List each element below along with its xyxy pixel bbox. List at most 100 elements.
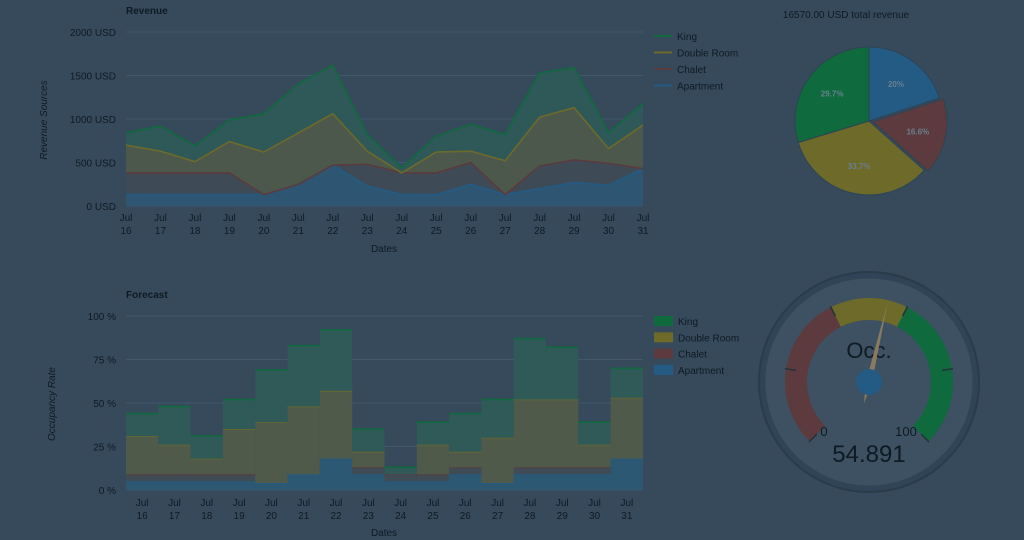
forecast-bar-king[interactable] <box>546 347 579 400</box>
legend-label-king[interactable]: King <box>678 317 698 328</box>
revenue-line-apartment <box>126 164 644 196</box>
forecast-bar-double-room[interactable] <box>222 429 256 475</box>
pie-slice-double-room[interactable] <box>797 120 925 196</box>
legend-swatch-king[interactable] <box>654 316 673 326</box>
forecast-y-tick-label: 25 % <box>93 443 116 454</box>
forecast-bar-chalet[interactable] <box>384 474 417 482</box>
legend-swatch-double-room[interactable] <box>654 332 673 343</box>
forecast-bar-apartment[interactable] <box>416 481 450 490</box>
forecast-bar-king[interactable] <box>481 399 514 438</box>
forecast-bar-king[interactable] <box>158 406 191 445</box>
revenue-x-tick-day: 21 <box>293 226 305 237</box>
forecast-x-tick-month: Jul <box>620 498 633 509</box>
forecast-bar-king[interactable] <box>352 429 385 452</box>
revenue-pie-chart: 16570.00 USD total revenue 20% 16.6% 33.7%… <box>783 10 948 196</box>
forecast-bar-double-room[interactable] <box>610 397 643 459</box>
forecast-bar-double-room[interactable] <box>126 436 159 475</box>
forecast-bar-king[interactable] <box>190 436 223 459</box>
pie-slice-king[interactable] <box>794 46 870 144</box>
forecast-bar-apartment[interactable] <box>546 474 579 490</box>
forecast-bar-king[interactable] <box>513 338 547 400</box>
forecast-bar-apartment[interactable] <box>449 474 482 490</box>
forecast-bar-apartment[interactable] <box>610 458 643 490</box>
forecast-bar-chalet[interactable] <box>449 467 482 475</box>
legend-label-chalet[interactable]: Chalet <box>678 350 707 361</box>
gauge-tick <box>901 305 909 317</box>
revenue-x-tick-month: Jul <box>602 213 615 224</box>
forecast-bar-king[interactable] <box>222 399 256 430</box>
forecast-x-tick-month: Jul <box>427 498 440 509</box>
revenue-x-tick-day: 24 <box>396 226 408 237</box>
forecast-bar-chalet[interactable] <box>190 474 223 482</box>
forecast-bar-apartment[interactable] <box>190 481 223 490</box>
forecast-bar-double-room[interactable] <box>546 399 579 468</box>
forecast-bar-king[interactable] <box>416 422 450 445</box>
forecast-x-tick-month: Jul <box>233 498 246 509</box>
forecast-bar-double-room[interactable] <box>190 458 223 475</box>
forecast-bar-apartment[interactable] <box>384 481 417 490</box>
forecast-x-tick-month: Jul <box>297 498 310 509</box>
forecast-bar-chalet[interactable] <box>352 467 385 475</box>
forecast-bar-apartment[interactable] <box>481 483 514 490</box>
pie-slice-apartment[interactable] <box>868 46 941 122</box>
legend-label-double-room[interactable]: Double Room <box>677 49 738 60</box>
forecast-bar-double-room[interactable] <box>449 451 482 468</box>
forecast-bar-apartment[interactable] <box>126 481 159 490</box>
revenue-x-tick-month: Jul <box>154 213 167 224</box>
forecast-bar-double-room[interactable] <box>416 444 450 475</box>
forecast-bar-apartment[interactable] <box>319 458 353 490</box>
forecast-bar-chalet[interactable] <box>416 474 450 482</box>
legend-label-apartment[interactable]: Apartment <box>677 82 723 93</box>
forecast-bar-double-room[interactable] <box>513 399 547 468</box>
forecast-bar-chalet[interactable] <box>222 474 256 482</box>
forecast-x-tick-month: Jul <box>459 498 472 509</box>
revenue-area-chalet <box>126 159 643 195</box>
forecast-bar-chalet[interactable] <box>126 474 159 482</box>
legend-label-king[interactable]: King <box>677 32 697 43</box>
legend-label-chalet[interactable]: Chalet <box>677 65 706 76</box>
revenue-line-chalet <box>126 159 644 196</box>
forecast-bar-king[interactable] <box>287 345 320 407</box>
revenue-x-tick-day: 19 <box>224 226 236 237</box>
legend-swatch-apartment[interactable] <box>654 364 673 375</box>
forecast-bar-apartment[interactable] <box>352 474 385 490</box>
forecast-bar-king[interactable] <box>610 368 643 398</box>
gauge-tick <box>920 433 930 443</box>
forecast-bar-apartment[interactable] <box>158 481 191 490</box>
forecast-bar-double-room[interactable] <box>578 444 611 468</box>
forecast-bar-chalet[interactable] <box>578 467 611 475</box>
legend-swatch-chalet[interactable] <box>654 348 673 359</box>
forecast-bar-king[interactable] <box>255 369 288 423</box>
forecast-y-axis-label: Occupancy Rate <box>47 367 58 441</box>
forecast-bar-chalet[interactable] <box>158 474 191 482</box>
revenue-x-tick-month: Jul <box>361 213 374 224</box>
legend-label-double-room[interactable]: Double Room <box>678 333 739 344</box>
revenue-x-tick-day: 18 <box>189 226 201 237</box>
revenue-title: Revenue <box>126 6 168 17</box>
forecast-bar-double-room[interactable] <box>319 390 353 459</box>
forecast-bar-double-room[interactable] <box>255 422 288 484</box>
pie-slice-chalet[interactable] <box>871 98 948 172</box>
forecast-bar-king[interactable] <box>578 422 611 445</box>
revenue-chart: Revenue Revenue Sources Dates 0 USD 500 U… <box>39 6 738 255</box>
forecast-bar-double-room[interactable] <box>158 444 191 475</box>
forecast-bar-apartment[interactable] <box>287 474 320 490</box>
revenue-x-tick-month: Jul <box>257 213 270 224</box>
forecast-bar-double-room[interactable] <box>481 437 514 484</box>
forecast-bar-king[interactable] <box>384 467 417 475</box>
forecast-bar-chalet[interactable] <box>546 467 579 475</box>
legend-label-apartment[interactable]: Apartment <box>678 366 724 377</box>
forecast-x-tick-month: Jul <box>265 498 278 509</box>
forecast-bar-king[interactable] <box>449 413 482 452</box>
forecast-bar-double-room[interactable] <box>287 406 320 475</box>
forecast-bar-king[interactable] <box>126 413 159 437</box>
forecast-bar-apartment[interactable] <box>222 481 256 490</box>
forecast-bar-chalet[interactable] <box>513 467 547 475</box>
forecast-bar-apartment[interactable] <box>578 474 611 490</box>
forecast-bar-double-room[interactable] <box>352 451 385 468</box>
forecast-bar-apartment[interactable] <box>255 483 288 490</box>
forecast-bar-king[interactable] <box>319 329 353 391</box>
forecast-bar-apartment[interactable] <box>513 474 547 490</box>
revenue-x-tick-day: 17 <box>155 226 167 237</box>
revenue-x-tick-day: 27 <box>500 226 512 237</box>
